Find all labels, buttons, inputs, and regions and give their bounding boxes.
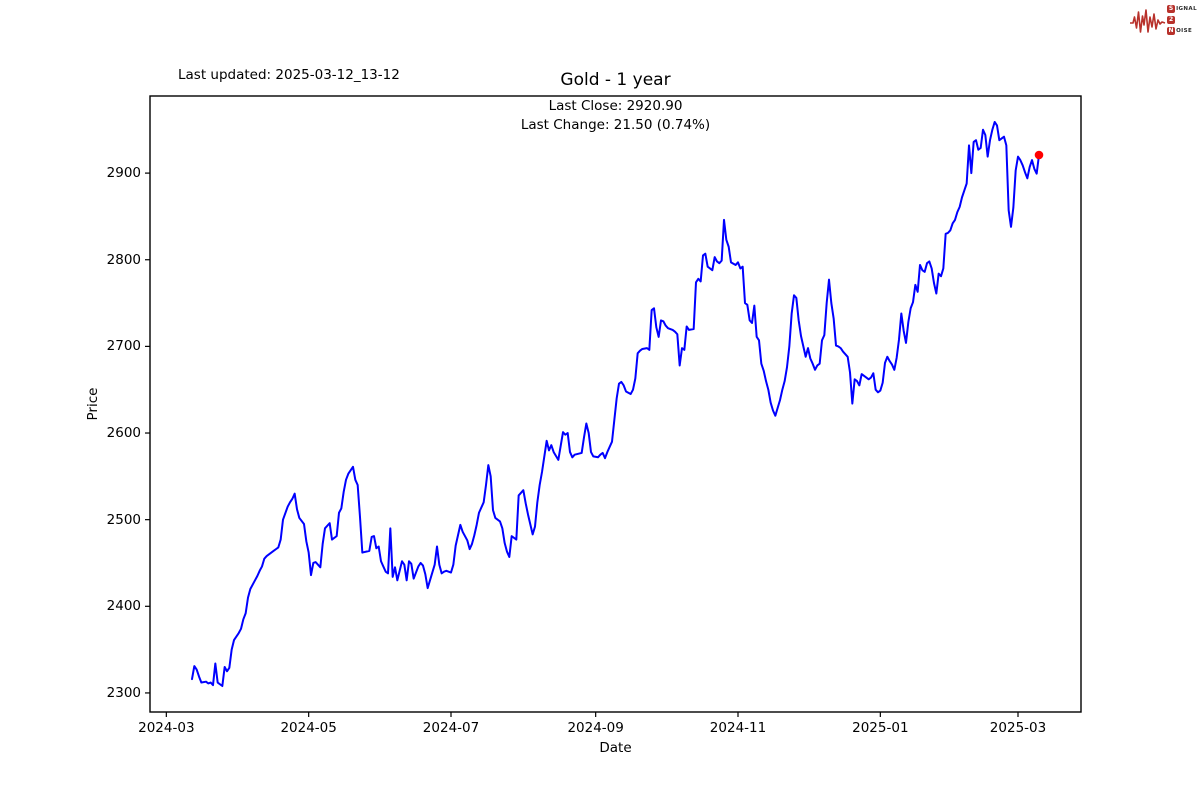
price-line-series — [191, 120, 1040, 688]
y-tick-label: 2500 — [106, 511, 141, 528]
signal2noise-logo: S IGNAL 2 N OISE — [1130, 4, 1197, 35]
y-tick-label: 2600 — [106, 425, 141, 442]
y-axis-label: Price — [85, 387, 101, 421]
x-tick-label: 2024-09 — [567, 720, 624, 736]
last-close-line: Last Close: 2920.90 — [548, 98, 683, 114]
x-tick-label: 2025-03 — [989, 720, 1047, 736]
plot-border — [149, 95, 1082, 713]
logo-row-2: 2 — [1167, 15, 1197, 24]
heartbeat-waveform-icon — [1130, 8, 1166, 33]
x-tick-label: 2025-01 — [852, 720, 909, 736]
x-tick-label: 2024-03 — [138, 720, 195, 736]
x-tick-label: 2024-05 — [280, 720, 337, 736]
last-change-line: Last Change: 21.50 (0.74%) — [520, 116, 711, 133]
logo-row-noise: N OISE — [1167, 26, 1197, 35]
y-tick-label: 2800 — [106, 251, 141, 268]
logo-badge-s: S — [1167, 4, 1176, 13]
x-axis-label: Date — [599, 740, 632, 756]
logo-badge-2: 2 — [1167, 15, 1176, 24]
last-updated-text: Last updated: 2025-03-12_13-12 — [178, 67, 400, 83]
y-tick-label: 2900 — [106, 165, 141, 182]
logo-row-signal: S IGNAL — [1167, 4, 1197, 13]
x-tick-label: 2024-07 — [422, 720, 480, 736]
y-tick-label: 2400 — [106, 598, 141, 615]
last-price-marker — [1034, 150, 1044, 160]
chart-title: Gold - 1 year — [560, 70, 671, 90]
logo-text: S IGNAL 2 N OISE — [1167, 4, 1197, 35]
y-tick-label: 2300 — [106, 684, 141, 701]
x-tick-label: 2024-11 — [709, 720, 767, 736]
logo-badge-n: N — [1167, 26, 1176, 35]
y-tick-label: 2700 — [106, 338, 141, 355]
logo-rest-noise: OISE — [1176, 27, 1193, 34]
logo-rest-signal: IGNAL — [1176, 5, 1197, 12]
last-close-annotation: Last Close: 2920.90 Last Change: 21.50 (… — [150, 97, 1081, 134]
